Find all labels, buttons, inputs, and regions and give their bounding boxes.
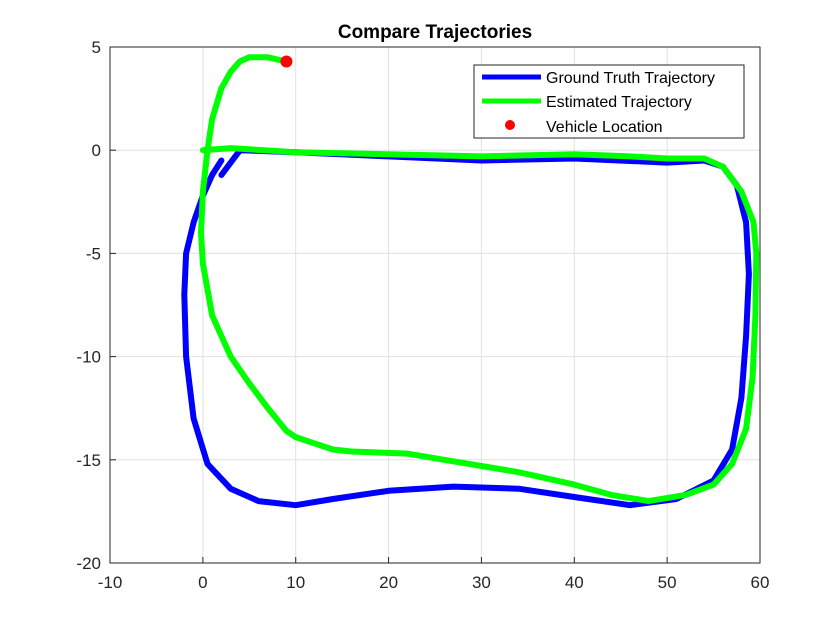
x-tick-label: 0 bbox=[198, 573, 207, 592]
y-tick-label: -20 bbox=[76, 554, 101, 573]
legend-vehicle-location-marker bbox=[505, 120, 515, 130]
legend-estimated-label: Estimated Trajectory bbox=[546, 94, 692, 111]
estimated-trajectory-line bbox=[198, 54, 760, 505]
y-tick-label: 5 bbox=[92, 38, 101, 57]
y-tick-label: -15 bbox=[76, 451, 101, 470]
x-tick-label: 10 bbox=[286, 573, 305, 592]
y-tick-label: -5 bbox=[86, 244, 101, 263]
y-tick-label: 0 bbox=[92, 141, 101, 160]
chart-title: Compare Trajectories bbox=[338, 22, 532, 43]
x-tick-label: 50 bbox=[658, 573, 677, 592]
plot-area bbox=[181, 54, 760, 509]
legend-vehicle-location-label: Vehicle Location bbox=[546, 119, 663, 136]
axes bbox=[109, 46, 761, 564]
x-tick-label: -10 bbox=[98, 573, 123, 592]
x-tick-label: 60 bbox=[751, 573, 770, 592]
ground-truth-trajectory-line bbox=[181, 147, 752, 509]
x-tick-label: 40 bbox=[565, 573, 584, 592]
x-tick-label: 20 bbox=[379, 573, 398, 592]
legend: Ground Truth Trajectory Estimated Trajec… bbox=[473, 64, 745, 139]
axes-box bbox=[109, 46, 761, 564]
x-tick-label: 30 bbox=[472, 573, 491, 592]
x-axis-ticks: -10 0 10 20 30 40 50 60 bbox=[98, 557, 770, 592]
legend-ground-truth-label: Ground Truth Trajectory bbox=[546, 70, 715, 87]
y-axis-ticks: -20 -15 -10 -5 0 5 bbox=[76, 38, 116, 573]
y-tick-label: -10 bbox=[76, 348, 101, 367]
vehicle-location-marker bbox=[280, 55, 293, 68]
